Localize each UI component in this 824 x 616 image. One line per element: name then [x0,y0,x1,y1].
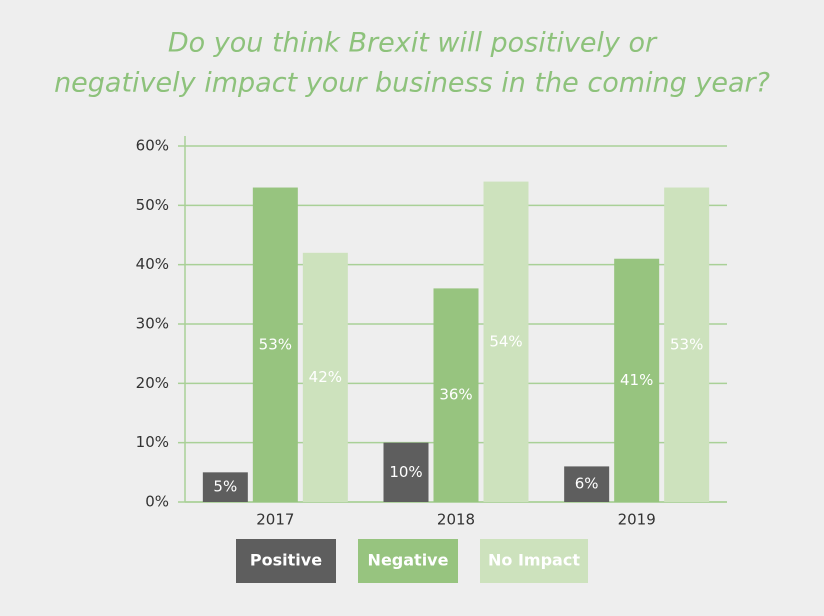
legend-swatch [236,539,336,583]
value-label: 41% [620,371,653,389]
y-tick-label: 50% [136,196,169,214]
bar [614,258,660,502]
value-label: 10% [389,463,422,481]
bar [302,252,348,502]
legend-swatch [358,539,458,583]
value-label: 36% [439,386,472,404]
legend-label: Negative [368,551,449,570]
chart-title: negatively impact your business in the c… [54,68,770,99]
x-tick-label: 2019 [618,511,656,529]
legend-label: No Impact [488,551,580,570]
value-label: 53% [670,335,703,353]
y-tick-label: 40% [136,255,169,273]
x-tick-label: 2018 [437,511,475,529]
legend-swatch [480,539,588,583]
y-tick-label: 30% [136,315,169,333]
value-label: 42% [309,368,342,386]
y-tick-label: 10% [136,433,169,451]
bar [383,442,429,502]
value-label: 53% [259,335,292,353]
legend-label: Positive [250,551,322,570]
chart-title: Do you think Brexit will positively or [168,28,658,59]
y-tick-label: 20% [136,374,169,392]
bar [433,288,479,502]
bar [483,181,529,502]
y-tick-label: 0% [145,493,169,511]
y-tick-label: 60% [136,137,169,155]
value-label: 6% [575,475,599,493]
bar [202,472,248,502]
bar [564,466,610,502]
bar [664,187,710,503]
x-tick-label: 2017 [256,511,294,529]
value-label: 5% [213,478,237,496]
bar [252,187,298,503]
value-label: 54% [489,332,522,350]
